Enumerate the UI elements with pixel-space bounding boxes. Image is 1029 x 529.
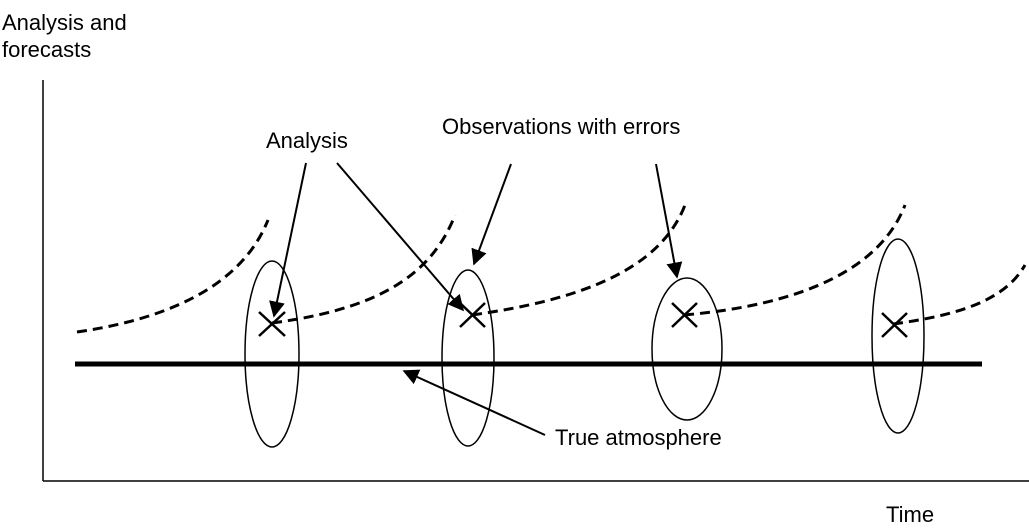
analysis-mark-1 xyxy=(258,311,286,337)
observation-ellipse-4 xyxy=(871,238,925,434)
analysis-arrow-1 xyxy=(269,162,307,318)
observation-ellipses xyxy=(244,238,925,448)
annotation-arrows xyxy=(269,162,683,436)
analysis-arrow-2 xyxy=(336,162,465,312)
forecast-curve-2 xyxy=(271,214,457,325)
analysis-marks xyxy=(258,302,908,338)
analysis-mark-4 xyxy=(881,312,908,338)
true-atmosphere-label: True atmosphere xyxy=(555,425,722,450)
forecast-trajectories xyxy=(76,204,1027,334)
forecast-curve-4 xyxy=(683,204,907,317)
x-axis-label: Time xyxy=(886,502,934,527)
observations-arrow-1 xyxy=(471,163,512,266)
y-axis-label-line-1: Analysis and xyxy=(2,10,127,35)
analysis-mark-2 xyxy=(459,302,486,328)
forecast-curve-3 xyxy=(471,204,687,317)
analysis-mark-3 xyxy=(671,302,698,328)
forecast-curve-1 xyxy=(76,219,270,334)
analysis-label: Analysis xyxy=(266,128,348,153)
observations-label: Observations with errors xyxy=(442,114,680,139)
forecast-curve-5 xyxy=(892,264,1027,326)
observation-ellipse-1 xyxy=(244,260,300,448)
observations-arrow-2 xyxy=(655,163,683,279)
y-axis-label-line-2: forecasts xyxy=(2,37,91,62)
observation-ellipse-3 xyxy=(651,277,723,421)
observation-ellipse-2 xyxy=(441,269,495,447)
true-atmosphere-arrow xyxy=(402,369,546,436)
